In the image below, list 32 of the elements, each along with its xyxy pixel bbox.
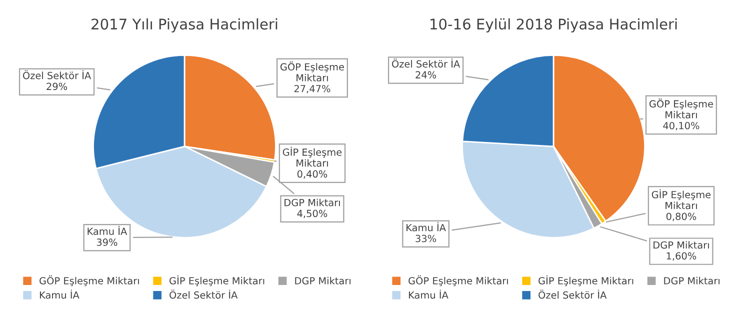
data-label: 4,50% bbox=[297, 210, 328, 218]
legend-label: DGP Miktarı bbox=[664, 276, 720, 284]
data-label: 0,40% bbox=[297, 170, 328, 179]
legend-label: Özel Sektör İA bbox=[170, 290, 238, 299]
legend-label: Özel Sektör İA bbox=[538, 290, 607, 299]
data-label: 24% bbox=[416, 71, 436, 78]
legend-label: Kamu İA bbox=[40, 290, 80, 299]
data-label: 39% bbox=[96, 238, 118, 246]
chart-title: 10-16 Eylül 2018 Piyasa Hacimleri bbox=[430, 18, 677, 32]
data-label: 29% bbox=[46, 82, 68, 90]
slice-label: Kamu İA bbox=[88, 226, 128, 236]
data-label: 0,80% bbox=[666, 212, 696, 222]
data-label: 1,60% bbox=[666, 252, 696, 261]
slice-label: Özel Sektör İA bbox=[22, 70, 92, 80]
category-label: GÖP Eşleşme Miktarı bbox=[408, 275, 508, 286]
slice-label: GÖP Eşleşme Miktarı bbox=[280, 62, 344, 82]
slice-label: DGP Miktarı bbox=[284, 198, 340, 206]
legend-label: GİP Eşleşme Miktarı bbox=[538, 275, 634, 286]
slice-label: Kamu İA bbox=[406, 222, 446, 232]
legend-label: DGP Miktarı bbox=[295, 276, 350, 284]
data-label: 33% bbox=[416, 234, 436, 242]
slice-label: GİP Eşleşme Miktarı bbox=[652, 189, 711, 210]
slice-label: GÖP Eşleşme Miktarı bbox=[649, 98, 713, 118]
slice-label: Özel Sektör İA bbox=[392, 58, 460, 68]
slice-label: DGP Miktarı bbox=[654, 241, 709, 249]
legend-label: GÖP Eşleşme Miktarı bbox=[40, 275, 139, 286]
slice-label: GİP Eşleşme Miktarı bbox=[282, 146, 342, 167]
legend-label: GİP Eşleşme Miktarı bbox=[170, 275, 264, 286]
chart-title: 2017 Yılı Piyasa Hacimleri bbox=[92, 18, 278, 32]
data-label: 40,10% bbox=[663, 122, 700, 130]
legend-label: Kamu İA bbox=[408, 290, 448, 299]
data-label: 27,47% bbox=[294, 84, 330, 94]
